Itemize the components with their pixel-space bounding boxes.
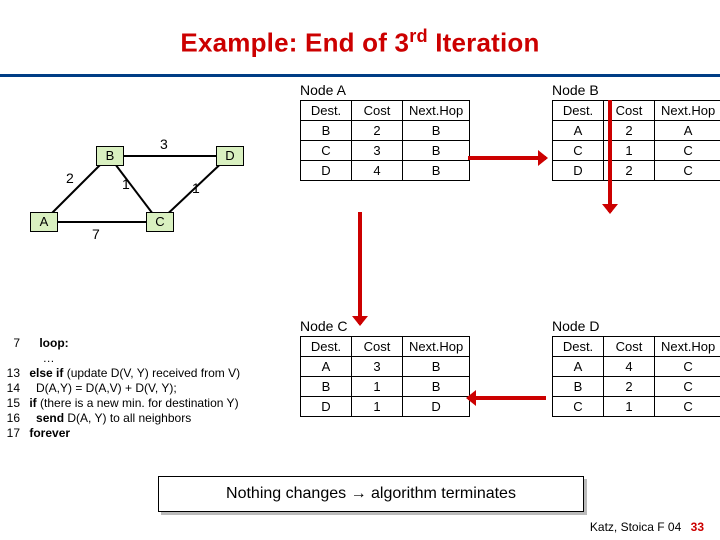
routing-table-A: Dest.CostNext.HopB2BC3BD4B — [300, 100, 470, 181]
table-caption-C: Node C — [300, 318, 347, 334]
table-row: B2B — [301, 121, 470, 141]
table-row: B2C — [553, 377, 720, 397]
table-row: A3B — [301, 357, 470, 377]
graph-node-A: A — [30, 212, 58, 232]
edge-weight-BC: 1 — [122, 176, 130, 192]
table-row: B1B — [301, 377, 470, 397]
edge-weight-AC: 7 — [92, 226, 100, 242]
title-rule — [0, 74, 720, 77]
edge-weight-CD: 1 — [192, 180, 200, 196]
table-caption-D: Node D — [552, 318, 599, 334]
arrow-left — [468, 396, 546, 400]
arrow-down-rev — [608, 100, 612, 212]
edge-weight-BD: 3 — [160, 136, 168, 152]
table-row: D1D — [301, 397, 470, 417]
table-row: C3B — [301, 141, 470, 161]
pseudocode: 7 loop: … 13 else if (update D(V, Y) rec… — [2, 336, 240, 441]
table-caption-A: Node A — [300, 82, 346, 98]
graph-node-D: D — [216, 146, 244, 166]
footer-page: 33 — [691, 520, 704, 534]
table-row: A2A — [553, 121, 720, 141]
arrow-down — [358, 212, 362, 324]
table-row: C1C — [553, 397, 720, 417]
slide-title: Example: End of 3rd Iteration — [0, 0, 720, 59]
footer-credit: Katz, Stoica F 04 — [590, 520, 681, 534]
table-row: C1C — [553, 141, 720, 161]
result-banner: Nothing changes → algorithm terminates — [158, 476, 584, 512]
graph-node-C: C — [146, 212, 174, 232]
slide-footer: Katz, Stoica F 04 33 — [590, 520, 704, 534]
edge-weight-AB: 2 — [66, 170, 74, 186]
graph-node-B: B — [96, 146, 124, 166]
graph-edge-AC — [43, 221, 159, 223]
routing-table-D: Dest.CostNext.HopA4CB2CC1C — [552, 336, 720, 417]
table-row: D2C — [553, 161, 720, 181]
table-caption-B: Node B — [552, 82, 599, 98]
routing-table-B: Dest.CostNext.HopA2AC1CD2C — [552, 100, 720, 181]
network-graph: ABCD23711 — [30, 140, 250, 250]
table-row: D4B — [301, 161, 470, 181]
graph-edge-BD — [109, 155, 229, 157]
routing-table-C: Dest.CostNext.HopA3BB1BD1D — [300, 336, 470, 417]
arrow-right — [468, 156, 546, 160]
table-row: A4C — [553, 357, 720, 377]
